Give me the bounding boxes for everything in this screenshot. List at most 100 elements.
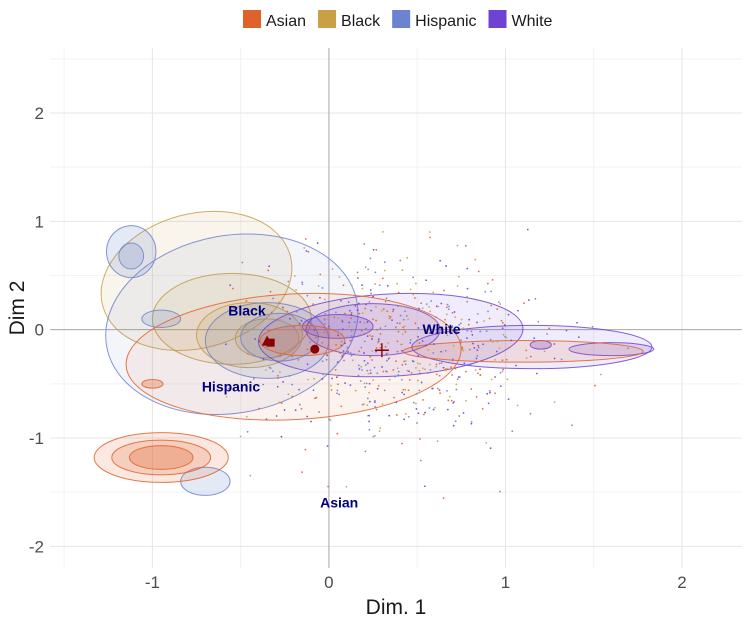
x-axis-title: Dim. 1 [366, 596, 427, 619]
point-hispanic [272, 297, 275, 300]
point-asian [450, 366, 452, 369]
point-white [224, 343, 227, 346]
point-hispanic [336, 389, 339, 392]
point-black [281, 349, 284, 352]
point-white [462, 412, 465, 414]
point-black [428, 363, 431, 366]
point-white [494, 376, 497, 378]
point-hispanic [459, 376, 461, 378]
point-white [466, 267, 469, 270]
point-black [387, 342, 390, 344]
point-asian [356, 271, 359, 274]
point-hispanic [350, 330, 353, 332]
point-asian [401, 364, 404, 366]
point-asian [403, 360, 405, 363]
point-hispanic [350, 354, 353, 357]
point-black [485, 441, 488, 444]
point-asian [435, 373, 438, 376]
point-white [472, 342, 474, 345]
point-asian [340, 405, 343, 408]
point-asian [297, 359, 300, 361]
point-white [361, 284, 363, 287]
point-asian [267, 269, 270, 272]
point-asian [470, 388, 473, 390]
point-asian [501, 321, 504, 324]
point-black [429, 310, 432, 313]
point-black [435, 319, 438, 322]
point-white [423, 485, 426, 488]
point-hispanic [349, 352, 352, 354]
point-black [360, 365, 363, 368]
point-black [474, 258, 477, 261]
point-black [417, 379, 419, 382]
point-asian [403, 328, 405, 331]
point-hispanic [388, 299, 391, 302]
point-hispanic [370, 292, 372, 295]
point-hispanic [429, 369, 432, 371]
point-black [435, 331, 437, 334]
point-black [479, 373, 482, 376]
point-hispanic [407, 415, 410, 418]
point-white [280, 435, 283, 438]
point-hispanic [363, 340, 366, 343]
point-black [325, 353, 328, 356]
density-contour-hispanic [118, 242, 145, 270]
point-hispanic [246, 430, 249, 433]
point-white [350, 313, 353, 316]
point-asian [408, 379, 411, 381]
point-black [334, 374, 336, 376]
point-asian [358, 312, 361, 315]
point-black [388, 378, 391, 381]
point-asian [451, 311, 454, 314]
point-white [366, 321, 369, 323]
point-black [317, 285, 320, 287]
point-white [475, 357, 478, 360]
point-asian [386, 310, 388, 313]
point-asian [369, 355, 372, 358]
point-asian [422, 413, 425, 416]
point-black [437, 305, 440, 308]
point-white [300, 319, 303, 322]
point-white [535, 372, 538, 375]
point-black [433, 406, 436, 409]
point-white [386, 284, 389, 287]
point-hispanic [328, 418, 331, 421]
point-black [404, 412, 407, 415]
point-white [440, 350, 443, 353]
point-hispanic [591, 325, 594, 328]
point-asian [375, 248, 378, 251]
point-black [345, 485, 348, 488]
point-asian [334, 369, 337, 371]
point-hispanic [454, 331, 457, 334]
point-black [415, 392, 418, 395]
point-asian [461, 347, 464, 350]
point-hispanic [458, 323, 461, 326]
point-hispanic [336, 392, 338, 395]
point-asian [358, 350, 361, 353]
point-white [370, 309, 373, 312]
point-black [348, 326, 351, 328]
point-black [280, 319, 282, 322]
point-white [438, 389, 441, 391]
point-hispanic [469, 364, 472, 366]
point-hispanic [438, 374, 441, 377]
legend-label-white: White [512, 13, 553, 30]
point-asian [307, 250, 310, 253]
point-asian [270, 311, 273, 314]
point-white [377, 340, 380, 343]
point-black [499, 303, 502, 305]
point-white [553, 357, 556, 360]
point-white [347, 301, 350, 303]
point-hispanic [306, 294, 309, 297]
point-hispanic [363, 243, 366, 245]
point-white [342, 350, 345, 352]
point-white [306, 415, 309, 418]
point-black [506, 378, 509, 381]
density-contour-white [568, 342, 655, 357]
point-black [416, 338, 419, 341]
point-asian [468, 348, 471, 351]
point-white [433, 343, 435, 345]
point-white [283, 409, 286, 411]
point-black [438, 358, 441, 360]
point-asian [350, 317, 352, 320]
